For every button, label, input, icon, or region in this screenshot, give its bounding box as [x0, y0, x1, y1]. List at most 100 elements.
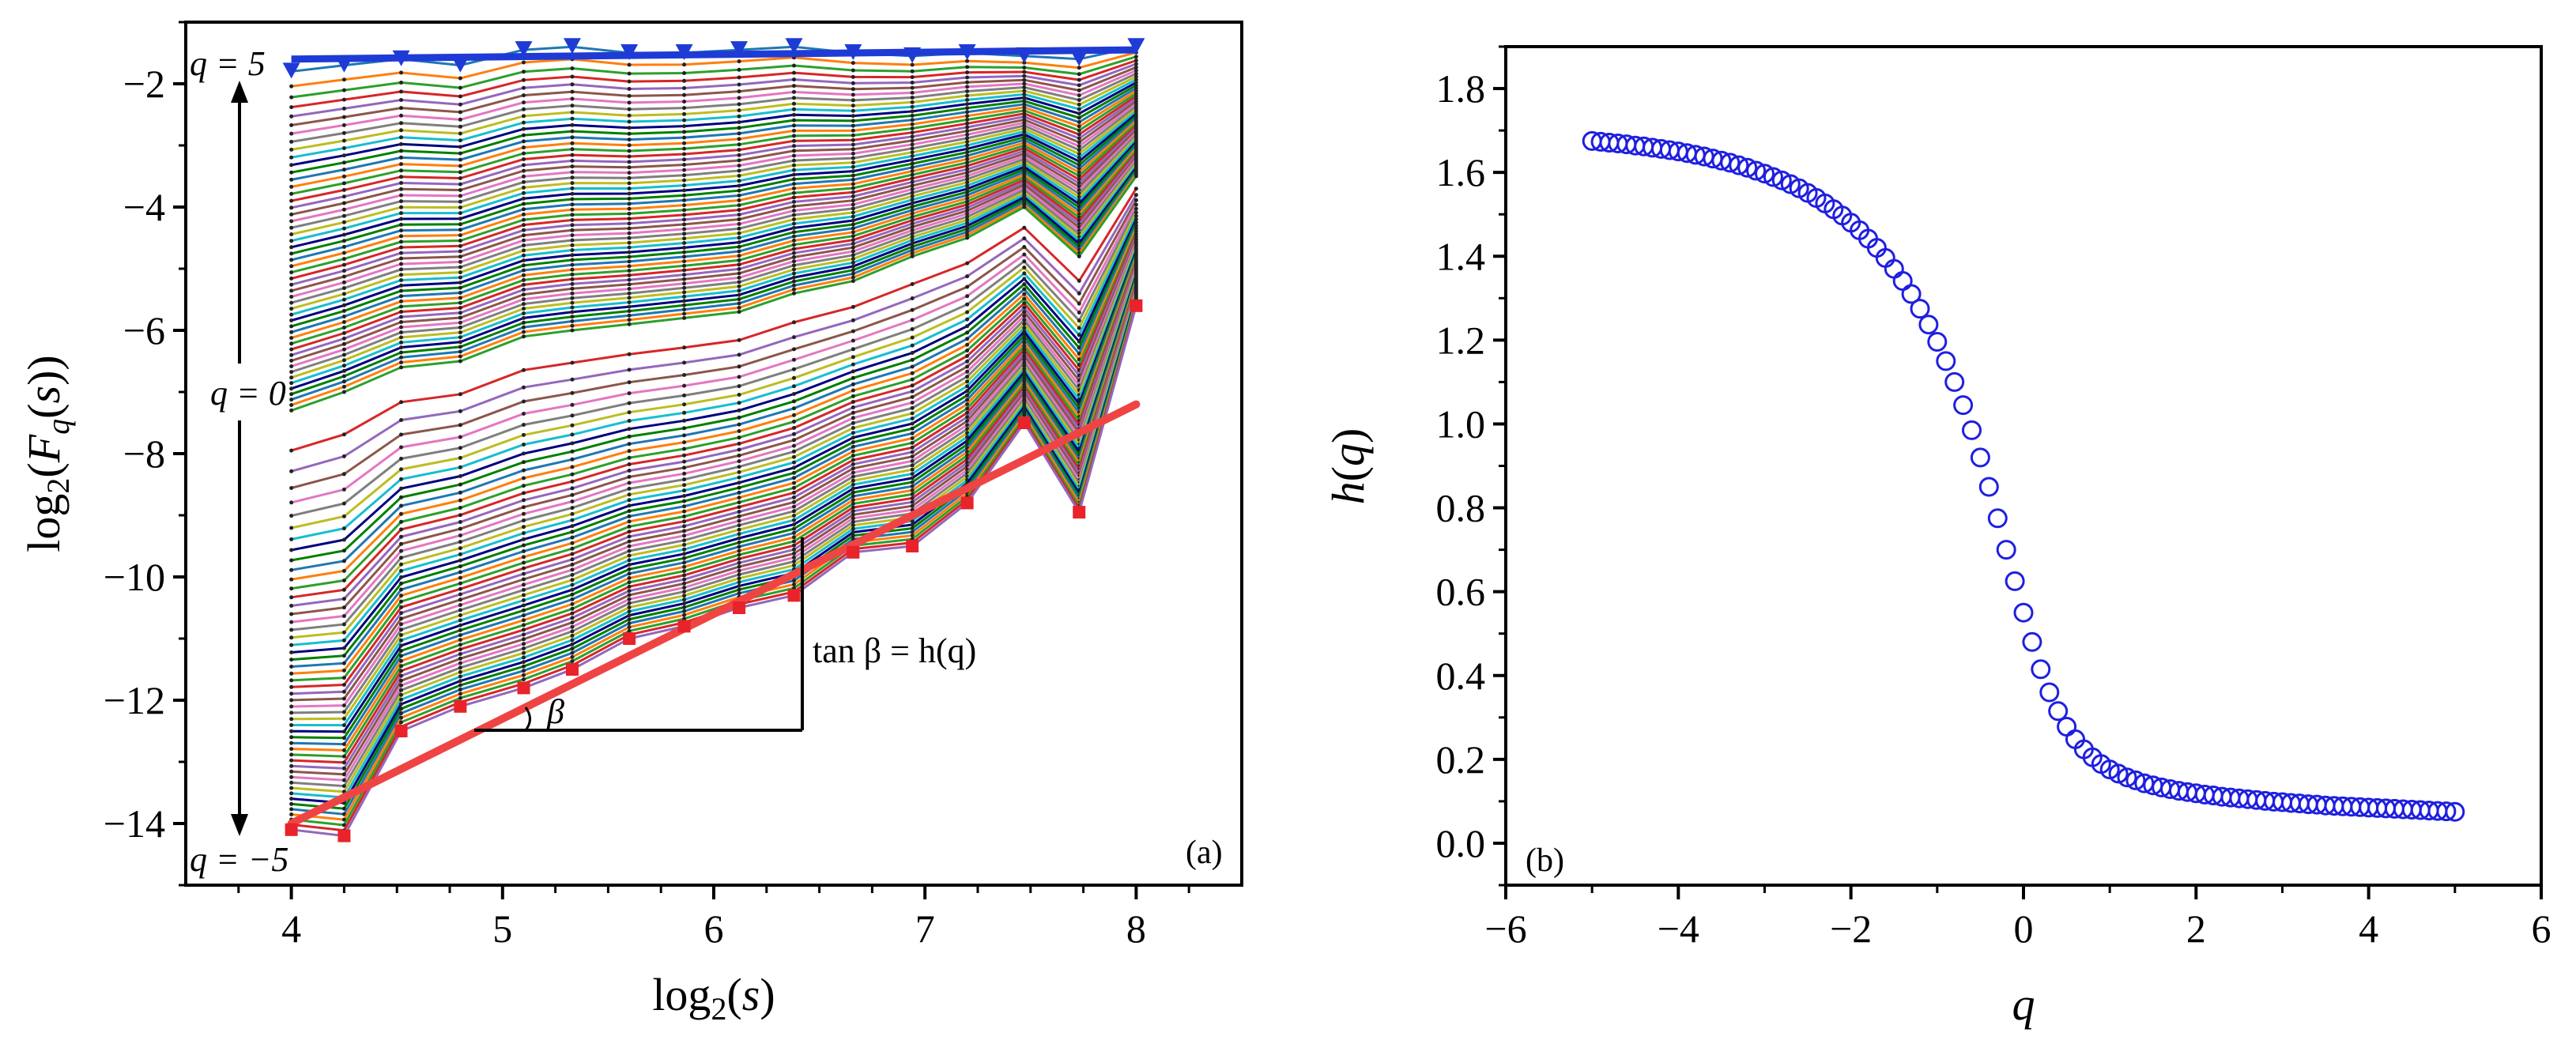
curve-point — [570, 248, 575, 252]
curve-point — [399, 581, 403, 586]
curve-point — [627, 571, 632, 576]
curve-point — [1022, 360, 1027, 365]
curve-point — [792, 563, 796, 567]
curve-point — [792, 217, 796, 221]
curve-point — [458, 270, 462, 275]
curve-point — [341, 432, 346, 437]
curve-point — [289, 678, 294, 683]
curve-point — [522, 263, 526, 268]
curve-point — [1133, 206, 1138, 211]
curve-point — [289, 780, 294, 785]
hq-point — [1763, 167, 1783, 187]
curve-point — [850, 400, 855, 404]
curve-point — [289, 307, 294, 311]
curve-point — [1133, 174, 1138, 179]
curve-point — [1077, 174, 1081, 179]
curve-point — [341, 341, 346, 346]
curve-point — [910, 492, 915, 496]
curve-point — [850, 177, 855, 182]
curve-q-33 — [291, 138, 1137, 316]
curve-point — [341, 390, 346, 394]
panel-b-ticks: −6 −4 −2 0 2 4 60.00.20.40.60.81.01.21.41.61.8 — [1436, 45, 2551, 951]
curve-point — [682, 277, 687, 281]
curve-point — [399, 283, 403, 288]
curve-point — [682, 538, 687, 543]
curve-point — [682, 581, 687, 586]
curve-point — [1022, 126, 1027, 131]
curve-point — [289, 312, 294, 317]
curve-point — [1022, 367, 1027, 371]
curve-point — [965, 70, 970, 75]
curve-point — [682, 504, 687, 509]
curve-point — [570, 286, 575, 291]
curve-q-61 — [291, 228, 1137, 581]
curve-point — [522, 549, 526, 553]
curve-point — [682, 100, 687, 104]
curve-point — [399, 628, 403, 632]
curve-point — [910, 109, 915, 114]
curve-point — [965, 202, 970, 207]
curve-point — [682, 360, 687, 365]
curve-q-95 — [291, 297, 1137, 810]
curve-point — [289, 386, 294, 391]
curve-point — [850, 416, 855, 420]
curve-point — [1133, 193, 1138, 198]
curve-point — [289, 170, 294, 175]
curve-point — [792, 213, 796, 217]
curve-point — [737, 108, 741, 113]
curve-point — [627, 593, 632, 597]
curve-point — [289, 163, 294, 168]
curve-point — [965, 160, 970, 165]
q5-marker — [1070, 50, 1088, 66]
curve-point — [1133, 213, 1138, 218]
q-minus5-marker — [623, 632, 636, 645]
curve-point — [965, 419, 970, 424]
curve-point — [792, 335, 796, 340]
curve-point — [458, 354, 462, 359]
curve-point — [737, 568, 741, 573]
curve-q-73 — [291, 257, 1137, 675]
curve-point — [289, 122, 294, 127]
curve-point — [341, 220, 346, 224]
curve-point — [682, 168, 687, 172]
curve-point — [458, 188, 462, 192]
q-minus5-marker — [565, 663, 579, 676]
curve-point — [341, 280, 346, 285]
curve-point — [627, 509, 632, 514]
curve-point — [792, 392, 796, 396]
curve-point — [850, 108, 855, 113]
curve-point — [522, 330, 526, 334]
curve-point — [792, 518, 796, 522]
curve-point — [570, 96, 575, 101]
q-minus5-marker — [1017, 416, 1031, 429]
curve-point — [627, 277, 632, 282]
curve-point — [522, 243, 526, 247]
curve-point — [910, 454, 915, 459]
curve-point — [792, 63, 796, 68]
curve-q-5 — [291, 66, 1137, 126]
curve-point — [850, 347, 855, 352]
curve-point — [682, 227, 687, 232]
curve-point — [1022, 396, 1027, 401]
curve-point — [1022, 108, 1027, 113]
curve-point — [965, 180, 970, 185]
y-tick-label: 1.4 — [1436, 234, 1486, 278]
curve-point — [682, 268, 687, 273]
curve-point — [289, 643, 294, 647]
curve-point — [792, 582, 796, 586]
curve-point — [570, 319, 575, 323]
curve-point — [627, 264, 632, 269]
curve-point — [289, 95, 294, 100]
curve-point — [792, 367, 796, 371]
curve-point — [1022, 135, 1027, 140]
curve-point — [1022, 333, 1027, 337]
curve-point — [522, 77, 526, 82]
curve-point — [965, 302, 970, 307]
curve-q-6 — [291, 69, 1137, 135]
curve-point — [910, 307, 915, 312]
curve-point — [570, 300, 575, 305]
curve-point — [792, 481, 796, 485]
curve-q-89 — [291, 287, 1137, 776]
curve-point — [570, 638, 575, 643]
curve-point — [682, 135, 687, 140]
